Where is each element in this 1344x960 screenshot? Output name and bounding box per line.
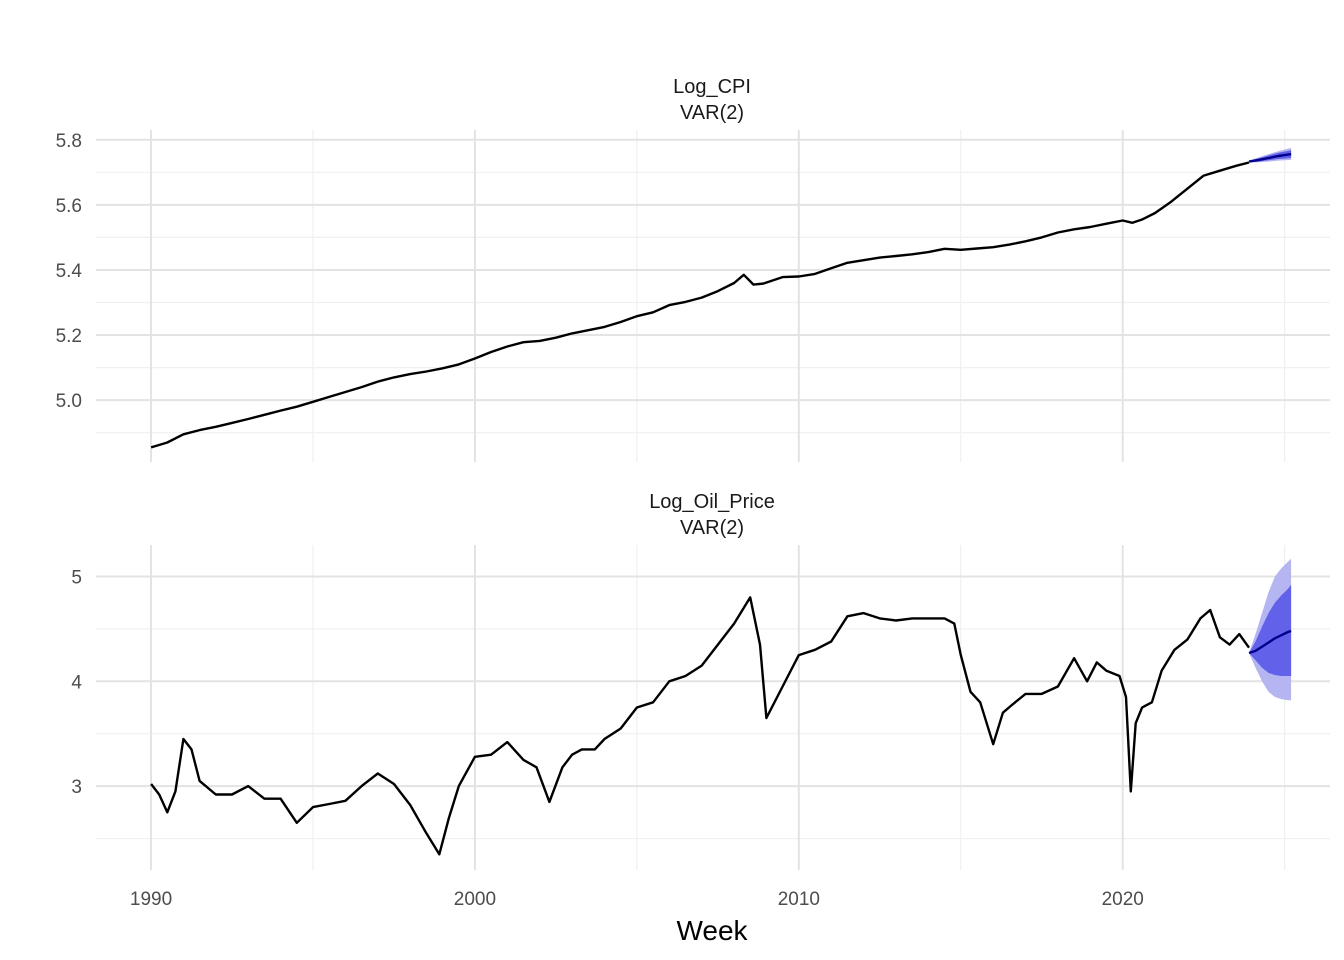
y-tick-label: 5.6 bbox=[56, 196, 82, 217]
forecast-mean-line bbox=[1248, 152, 1292, 163]
x-tick-label: 1990 bbox=[130, 889, 172, 910]
x-tick-label: 2000 bbox=[454, 889, 496, 910]
panel-subtitle: VAR(2) bbox=[680, 102, 744, 124]
y-axis: 5.0 5.2 5.4 5.6 5.8 bbox=[56, 131, 83, 412]
x-axis-title: Week bbox=[676, 915, 748, 946]
grid bbox=[96, 545, 1330, 870]
x-tick-label: 2020 bbox=[1102, 889, 1144, 910]
y-tick-label: 4 bbox=[71, 672, 82, 693]
y-tick-label: 5 bbox=[71, 567, 82, 588]
forecast-intervals bbox=[1249, 558, 1292, 701]
series-lines bbox=[150, 152, 1292, 449]
y-tick-label: 5.4 bbox=[56, 261, 83, 282]
y-tick-label: 5.8 bbox=[56, 131, 82, 152]
y-tick-label: 5.0 bbox=[56, 391, 82, 412]
history-line bbox=[150, 596, 1250, 856]
y-tick-label: 3 bbox=[71, 777, 82, 798]
panel-title: Log_CPI bbox=[673, 76, 751, 98]
x-tick-label: 2010 bbox=[778, 889, 820, 910]
x-axis: 1990 2000 2010 2020 bbox=[130, 889, 1144, 910]
grid bbox=[96, 130, 1330, 462]
y-axis: 3 4 5 bbox=[71, 567, 82, 798]
forecast-mean-line bbox=[1248, 629, 1292, 655]
panel-subtitle: VAR(2) bbox=[680, 517, 744, 539]
panel-title: Log_Oil_Price bbox=[649, 491, 775, 513]
series-lines bbox=[150, 596, 1292, 856]
history-line bbox=[150, 161, 1250, 449]
panel-log-oil-price: Log_Oil_Price VAR(2) 3 4 5 bbox=[71, 491, 1330, 870]
interval-80 bbox=[1249, 584, 1292, 676]
y-tick-label: 5.2 bbox=[56, 326, 82, 347]
panel-log-cpi: Log_CPI VAR(2) 5.0 5.2 5.4 5.6 5.8 bbox=[56, 76, 1330, 462]
